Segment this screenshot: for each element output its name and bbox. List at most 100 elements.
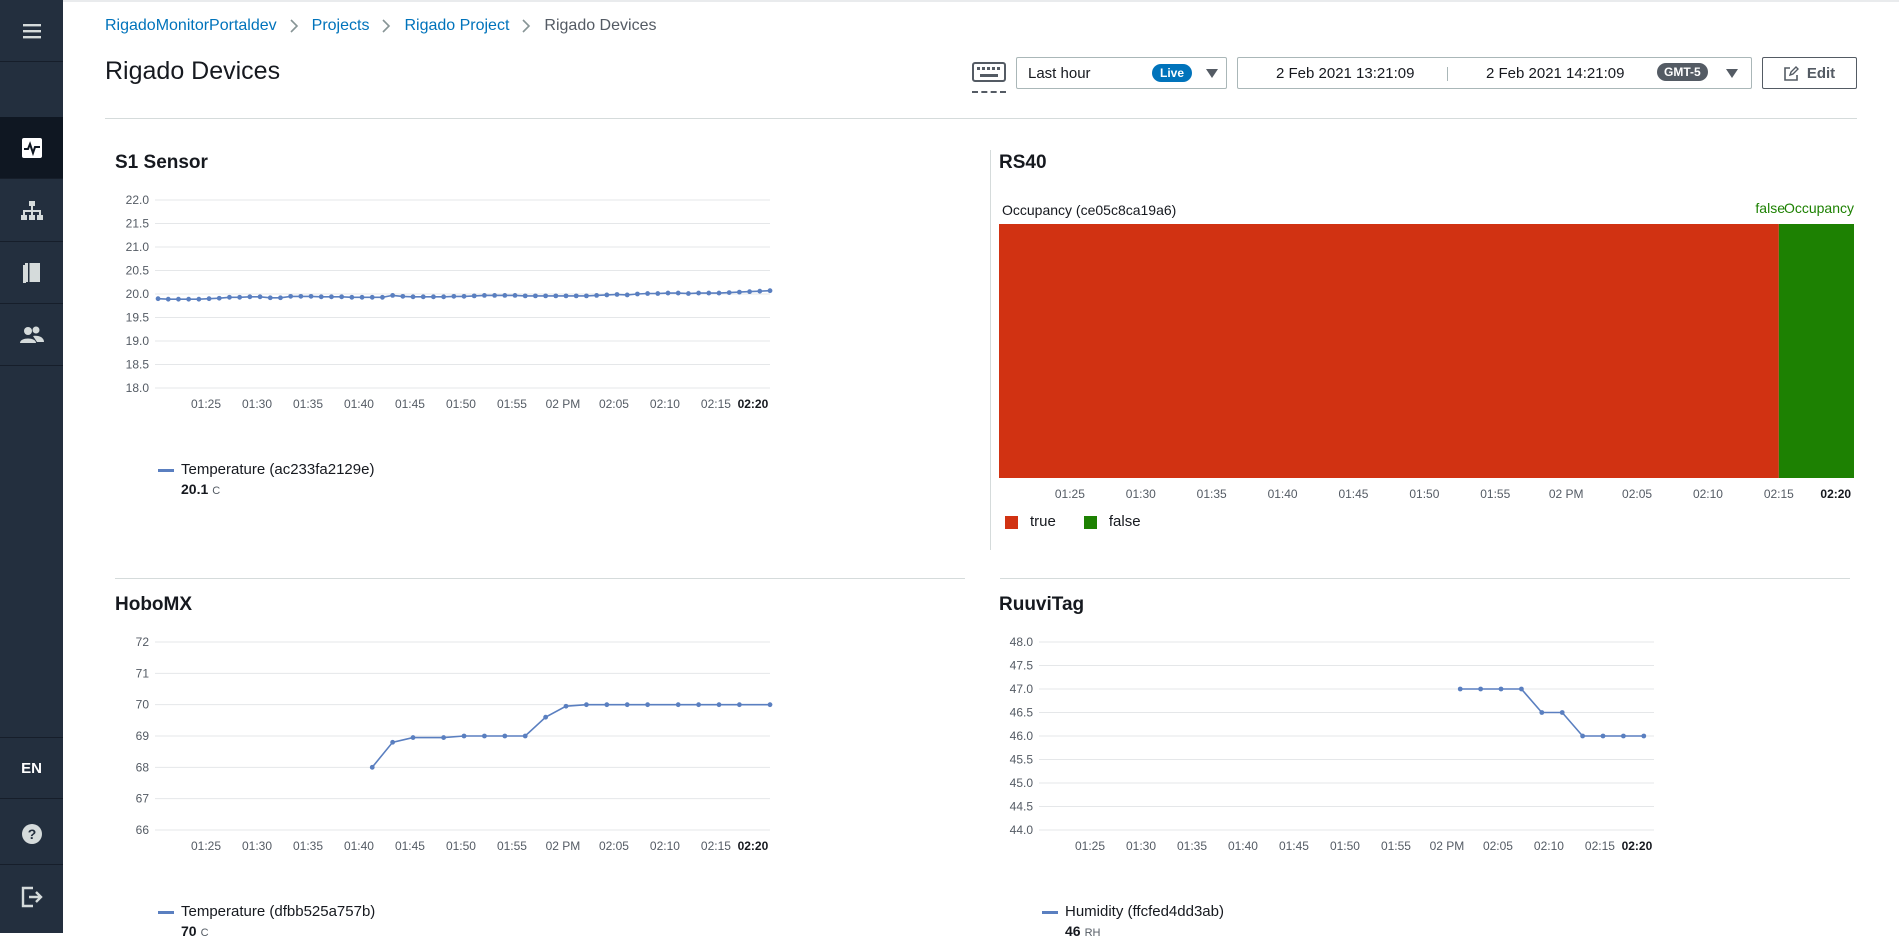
menu-button[interactable]	[0, 0, 63, 62]
s1-data-point	[757, 288, 763, 294]
s1-data-point	[451, 293, 457, 299]
breadcrumb: RigadoMonitorPortaldev Projects Rigado P…	[105, 17, 656, 35]
s1-x-tick-label: 02:15	[701, 397, 731, 411]
s1-x-tick-label: 01:30	[242, 397, 272, 411]
time-range-label: Last hour	[1028, 64, 1091, 82]
ruuvi-legend[interactable]: Humidity (ffcfed4dd3ab)	[1042, 903, 1224, 920]
s1-legend-label: Temperature (ac233fa2129e)	[181, 461, 375, 478]
legend-swatch	[1042, 910, 1058, 914]
s1-data-point	[543, 293, 549, 299]
sidebar-item-dashboard[interactable]	[0, 117, 63, 179]
ruuvi-y-tick-label: 47.5	[1010, 659, 1034, 673]
sidebar-item-hierarchy[interactable]	[0, 180, 63, 242]
s1-data-point	[206, 296, 212, 302]
date-divider	[1447, 67, 1448, 81]
hierarchy-icon	[20, 200, 43, 220]
s1-data-point	[492, 293, 498, 298]
help-icon: ?	[21, 823, 42, 844]
hobo-data-point	[410, 735, 416, 740]
rs40-x-tick-label: 01:25	[1055, 487, 1085, 501]
panel-divider-right	[1000, 578, 1850, 579]
s1-x-tick-label: 02:05	[599, 397, 629, 411]
ruuvi-x-tick-label: 01:30	[1126, 839, 1156, 853]
s1-data-point	[573, 293, 579, 299]
hobo-legend[interactable]: Temperature (dfbb525a757b)	[158, 903, 375, 920]
caret-down-icon[interactable]	[1726, 69, 1738, 78]
help-button[interactable]: ?	[0, 803, 63, 865]
s1-data-point	[308, 293, 314, 299]
hobo-data-point	[716, 702, 722, 708]
ruuvi-data-point	[1580, 733, 1586, 739]
s1-data-point	[400, 293, 406, 299]
rs40-x-tick-label: 02:05	[1622, 487, 1652, 501]
hobo-x-tick-label: 01:25	[191, 839, 221, 853]
s1-data-point	[522, 293, 528, 299]
hobo-data-point	[584, 702, 589, 708]
s1-data-point	[390, 293, 396, 298]
language-button[interactable]: EN	[0, 737, 63, 799]
time-range-select[interactable]: Last hour Live	[1016, 57, 1227, 89]
rs40-x-tick-label: 02 PM	[1549, 487, 1584, 501]
hobo-x-tick-label: 02:05	[599, 839, 629, 853]
ruuvi-data-point	[1600, 733, 1606, 739]
s1-data-point	[339, 294, 345, 300]
s1-data-point	[584, 293, 589, 299]
date-start: 2 Feb 2021 13:21:09	[1276, 65, 1415, 82]
date-range-picker[interactable]: 2 Feb 2021 13:21:09 2 Feb 2021 14:21:09 …	[1237, 57, 1752, 89]
hobo-line-chart: 66 67 68 69 70 71 72 01:25 01:30 01:35 01:40 01:45 0…	[136, 635, 773, 853]
ruuvi-data-point	[1641, 733, 1647, 739]
ruuvi-x-tick-label: 01:35	[1177, 839, 1207, 853]
hobo-data-point	[624, 702, 630, 708]
hobo-y-tick-label: 71	[136, 666, 150, 680]
sign-out-button[interactable]	[0, 866, 63, 928]
breadcrumb-link-portal[interactable]: RigadoMonitorPortaldev	[105, 17, 277, 34]
s1-data-point	[420, 294, 426, 300]
ruuvi-y-tick-label: 44.5	[1010, 800, 1034, 814]
rs40-x-tick-label: 01:55	[1480, 487, 1510, 501]
hobo-current-unit: C	[200, 927, 209, 939]
s1-x-tick-label: 01:50	[446, 397, 476, 411]
sidebar-item-docs[interactable]	[0, 242, 63, 304]
s1-data-point	[696, 290, 702, 296]
s1-y-tick-label: 20.5	[126, 264, 150, 278]
s1-data-point	[237, 294, 243, 300]
s1-current-value: 20.1	[181, 481, 209, 497]
ruuvi-x-tick-label: 01:50	[1330, 839, 1360, 853]
sidebar-item-users[interactable]	[0, 304, 63, 366]
s1-y-tick-label: 19.5	[126, 311, 150, 325]
s1-y-tick-label: 21.0	[126, 240, 150, 254]
breadcrumb-link-projects[interactable]: Projects	[311, 17, 370, 34]
s1-y-tick-label: 21.5	[126, 217, 150, 231]
rs40-x-tick-label: 02:10	[1693, 487, 1723, 501]
hobo-y-tick-label: 72	[136, 635, 150, 649]
s1-data-point	[165, 296, 171, 302]
ruuvi-x-tick-label: 02 PM	[1430, 839, 1465, 853]
rs40-x-tick-label: 01:30	[1126, 487, 1156, 501]
ruuvi-x-tick-label: 01:55	[1381, 839, 1411, 853]
hobo-x-tick-label: 01:45	[395, 839, 425, 853]
ruuvi-x-tick-label: 02:20	[1622, 839, 1653, 853]
page-title: Rigado Devices	[105, 57, 281, 85]
panel-divider-left	[115, 578, 965, 579]
hobo-x-tick-label: 01:35	[293, 839, 323, 853]
rs40-track-label: Occupancy (ce05c8ca19a6)	[1002, 202, 1176, 218]
ruuvi-series-line	[1460, 688, 1644, 737]
keyboard-shortcuts-button[interactable]	[972, 60, 1006, 93]
s1-legend-current: 20.1 C	[181, 481, 220, 497]
hobo-x-tick-label: 01:30	[242, 839, 272, 853]
breadcrumb-link-project[interactable]: Rigado Project	[404, 17, 510, 34]
rs40-legend-false[interactable]: false	[1108, 513, 1141, 530]
s1-data-point	[502, 293, 508, 298]
svg-text:?: ?	[27, 826, 36, 842]
hobo-x-tick-label: 02:15	[701, 839, 731, 853]
hobo-data-point	[645, 702, 651, 708]
s1-legend[interactable]: Temperature (ac233fa2129e)	[158, 461, 374, 478]
s1-data-point	[227, 294, 232, 300]
ruuvi-data-point	[1457, 686, 1463, 692]
caret-down-icon	[1206, 69, 1218, 78]
s1-data-point	[369, 294, 375, 300]
edit-button[interactable]: Edit	[1762, 57, 1857, 89]
rs40-legend-true[interactable]: true	[1030, 513, 1056, 530]
s1-data-point	[186, 296, 192, 302]
hobo-data-point	[737, 702, 742, 708]
